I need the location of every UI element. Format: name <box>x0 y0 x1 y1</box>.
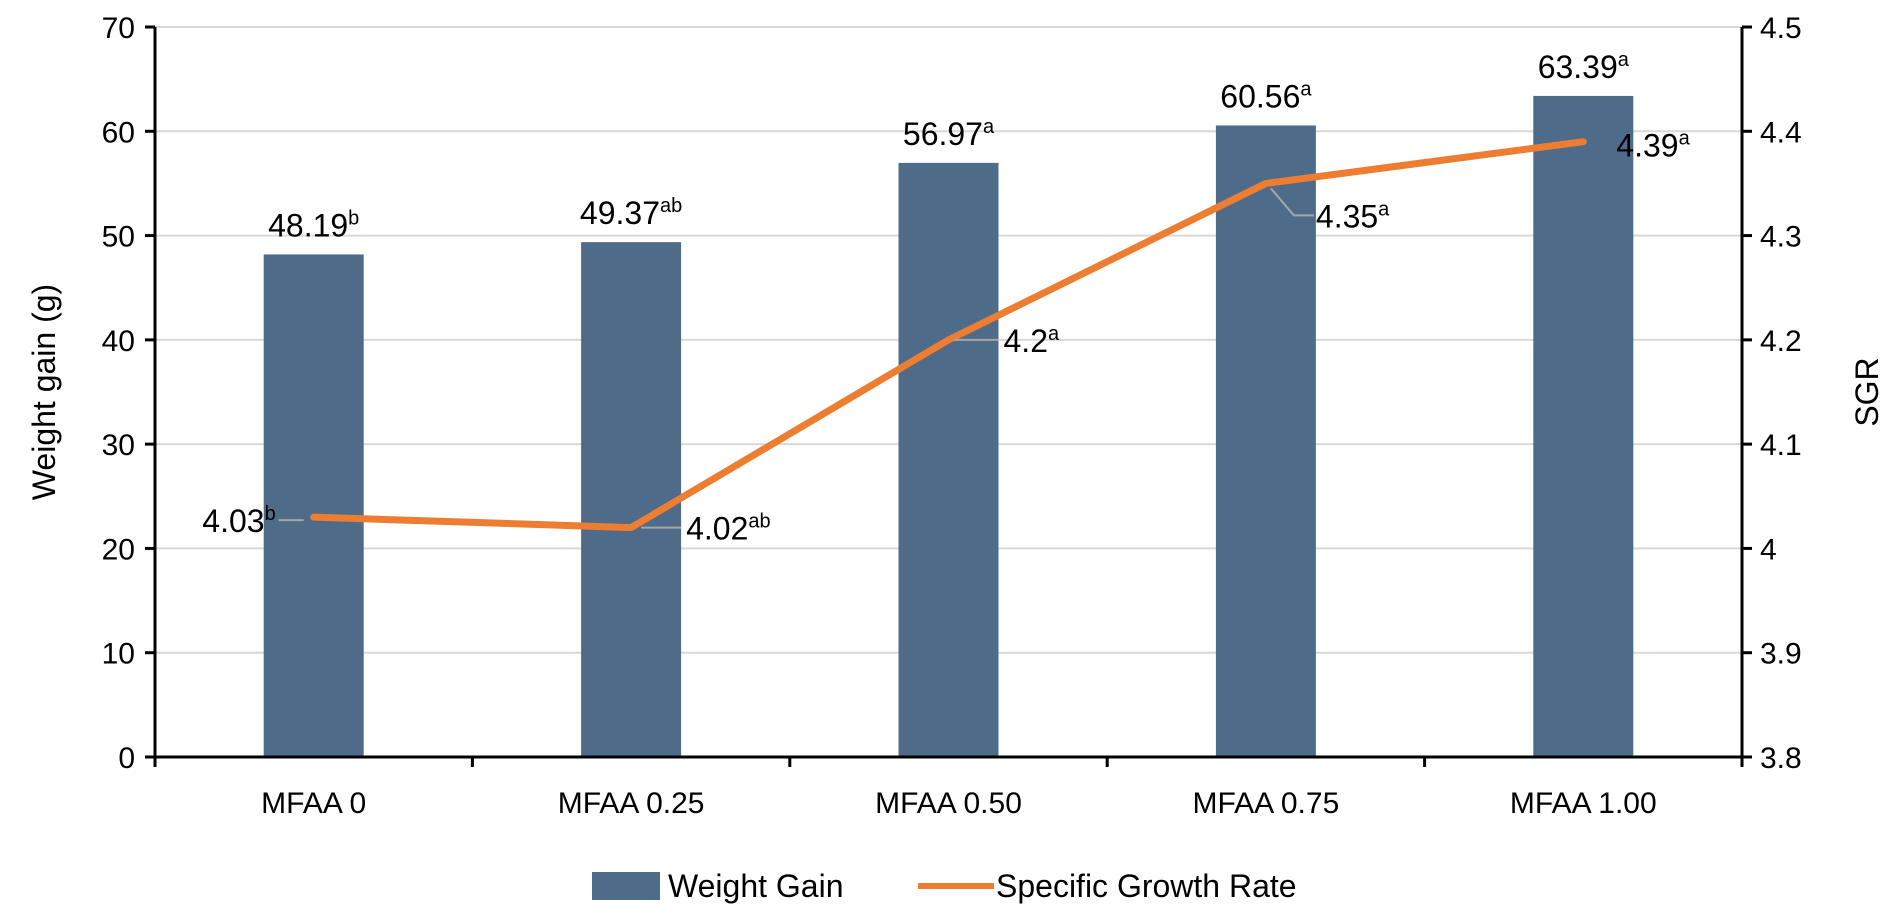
bar-weight-gain <box>1215 125 1316 757</box>
bar-data-label: 63.39a <box>1538 49 1630 85</box>
sgr-point <box>630 526 633 529</box>
left-tick-label: 60 <box>102 116 135 149</box>
right-tick-label: 4.5 <box>1760 12 1802 45</box>
left-tick-label: 50 <box>102 221 135 254</box>
right-tick-label: 4.3 <box>1760 221 1802 254</box>
bar-data-label: 48.19b <box>268 207 359 243</box>
bar-weight-gain <box>898 162 999 758</box>
left-tick-label: 70 <box>102 12 135 45</box>
sgr-data-label: 4.2a <box>1004 323 1060 359</box>
data-labels: 48.19b 49.37ab 56.97a 60.56a 63.39a 4.03b 4.02… <box>202 49 1690 547</box>
legend-weight-gain-swatch <box>592 872 660 900</box>
sgr-point <box>1264 182 1267 185</box>
weight-gain-bars <box>263 95 1634 758</box>
right-tick-label: 4.1 <box>1760 429 1802 462</box>
axes: 0 10 20 30 40 50 60 70 3.8 3.9 4 4.1 4.2 4.3 4.4 4.5 MFA… <box>102 12 1802 820</box>
legend-sgr-label: Specific Growth Rate <box>996 868 1297 904</box>
sgr-point <box>947 338 950 341</box>
bar-weight-gain <box>581 242 682 758</box>
left-tick-label: 10 <box>102 638 135 671</box>
bar-weight-gain <box>263 254 364 757</box>
x-tick-label: MFAA 1.00 <box>1510 787 1657 820</box>
sgr-data-label: 4.39a <box>1616 128 1690 164</box>
left-tick-label: 40 <box>102 325 135 358</box>
sgr-point <box>1582 140 1585 143</box>
x-tick-label: MFAA 0.25 <box>558 787 705 820</box>
right-tick-label: 4 <box>1760 533 1777 566</box>
x-tick-label: MFAA 0 <box>261 787 366 820</box>
bar-data-label: 49.37ab <box>580 195 682 231</box>
bar-weight-gain <box>1533 95 1634 757</box>
right-tick-label: 3.8 <box>1760 742 1802 775</box>
right-tick-label: 4.2 <box>1760 325 1802 358</box>
right-tick-label: 3.9 <box>1760 638 1802 671</box>
right-tick-label: 4.4 <box>1760 116 1802 149</box>
bar-data-label: 60.56a <box>1220 78 1312 114</box>
sgr-line-layer <box>310 138 1587 532</box>
x-tick-label: MFAA 0.50 <box>875 787 1022 820</box>
left-tick-label: 30 <box>102 429 135 462</box>
left-tick-label: 20 <box>102 533 135 566</box>
left-tick-label: 0 <box>118 742 135 775</box>
sgr-point <box>312 516 315 519</box>
sgr-data-label: 4.03b <box>202 503 275 539</box>
sgr-leader-line <box>1270 187 1314 217</box>
bar-data-label: 56.97a <box>903 116 995 152</box>
legend: Weight Gain Specific Growth Rate <box>592 868 1297 904</box>
left-axis-title: Weight gain (g) <box>26 284 62 500</box>
x-tick-label: MFAA 0.75 <box>1193 787 1340 820</box>
right-axis-title: SGR <box>1849 357 1885 426</box>
legend-weight-gain-label: Weight Gain <box>668 868 844 904</box>
sgr-data-label: 4.35a <box>1316 198 1390 234</box>
sgr-data-label: 4.02ab <box>686 511 771 547</box>
